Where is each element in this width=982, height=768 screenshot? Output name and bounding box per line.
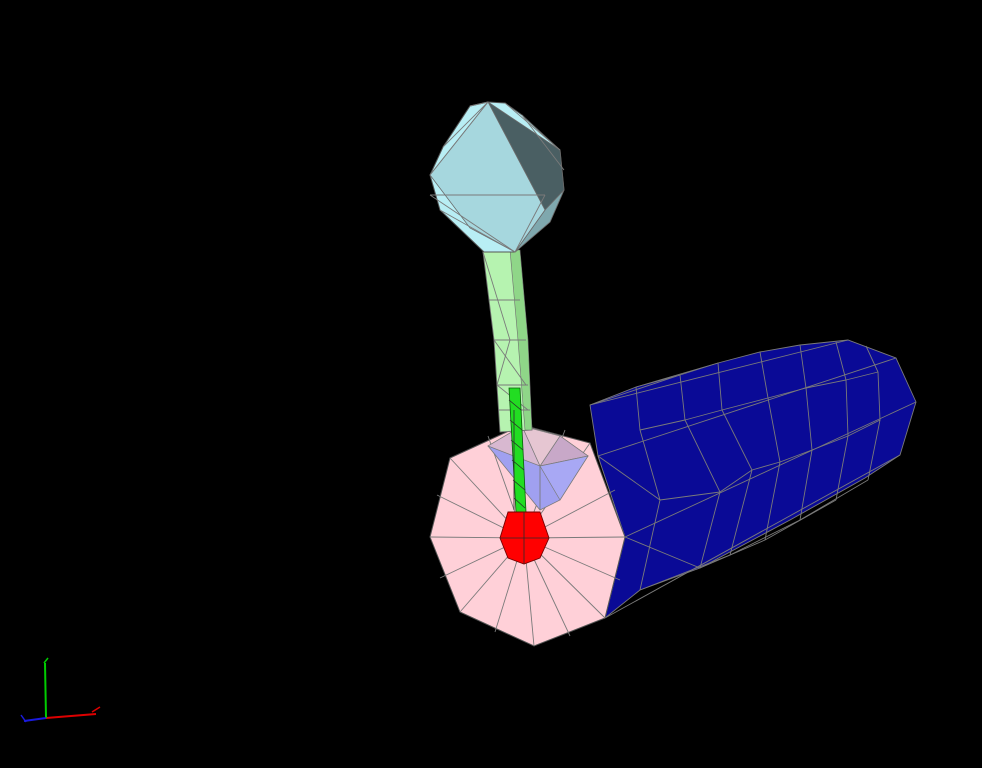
center-node[interactable] <box>499 511 550 565</box>
tube[interactable] <box>589 339 917 620</box>
orientation-axes <box>20 657 101 723</box>
stem[interactable] <box>482 247 533 433</box>
z-axis-icon <box>23 717 47 722</box>
y-axis-icon <box>44 662 47 719</box>
x-axis-icon <box>45 713 97 719</box>
head[interactable] <box>429 101 565 253</box>
